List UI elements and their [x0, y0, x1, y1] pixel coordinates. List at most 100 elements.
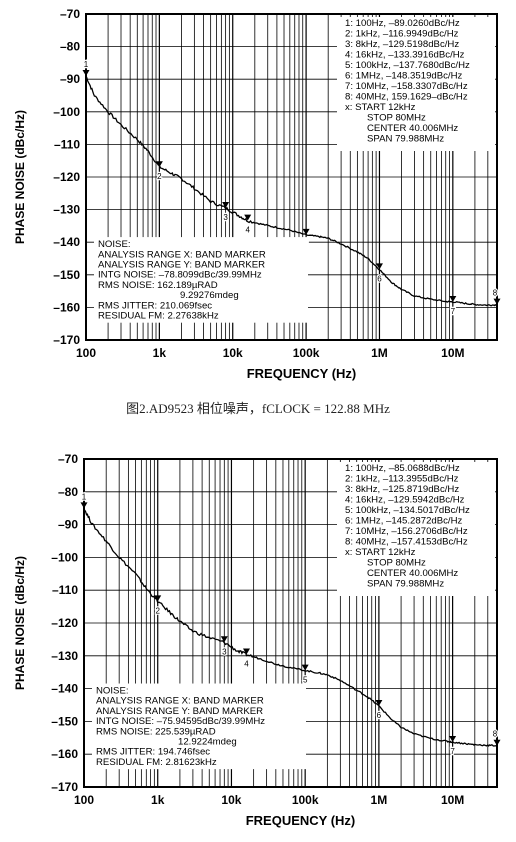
x-tick-label: 1k [153, 346, 167, 360]
marker-table-line: STOP 80MHz [367, 113, 426, 124]
marker-triangle [244, 214, 252, 221]
phase-noise-chart-2: –70 –80 –90 –100 –110 –120 –130 –140 –150 –160 –17… [0, 445, 516, 842]
y-tick-label: –90 [58, 518, 78, 532]
marker-label: 6 [377, 274, 382, 283]
marker-table-line: x: START 12kHz [345, 102, 416, 113]
marker-table-line: SPAN 79.988MHz [367, 134, 444, 145]
marker-triangle [222, 202, 230, 209]
noise-block-line: RMS NOISE: 162.189µRAD [98, 280, 218, 291]
chart-2-svg: –70 –80 –90 –100 –110 –120 –130 –140 –150 –160 –17… [13, 452, 501, 828]
noise-block-line: INTG NOISE: –78.8099dBc/39.99MHz [98, 270, 262, 281]
phase-noise-trace [83, 509, 498, 747]
y-tick-label: –130 [51, 649, 78, 663]
noise-block-line: ANALYSIS RANGE X: BAND MARKER [98, 249, 266, 260]
noise-block-line: RESIDUAL FM: 2.27638kHz [98, 310, 219, 321]
y-tick-label: –120 [51, 616, 78, 630]
marker-table-line: 1: 100Hz, –89.0260dBc/Hz [345, 18, 460, 29]
y-tick-label: –110 [52, 583, 78, 597]
y-tick-label: –90 [60, 72, 80, 86]
marker-table-line: x: START 12kHz [345, 547, 416, 558]
marker-label: 2 [155, 606, 160, 615]
marker-table-line: 5: 100kHz, –134.5017dBc/Hz [345, 505, 470, 516]
noise-block-bg [92, 683, 306, 770]
marker-label: 8 [493, 730, 498, 739]
marker-triangle [301, 664, 309, 671]
marker-triangle [302, 228, 310, 235]
phase-noise-trace [85, 75, 498, 307]
marker-triangle [375, 699, 383, 706]
marker-table-line: 2: 1kHz, –113.3955dBc/Hz [345, 474, 459, 485]
x-tick-label: 100k [293, 346, 320, 360]
noise-block-line: 9.29276mdeg [180, 290, 239, 301]
marker-table-line: 5: 100kHz, –137.7680dBc/Hz [345, 60, 470, 71]
marker-label: 8 [493, 289, 498, 298]
noise-block-line: RESIDUAL FM: 2.81623kHz [96, 757, 217, 768]
phase-noise-chart-1: –70 –80 –90 –100 –110 –120 –130 –140 –150 –160 –17… [0, 0, 516, 390]
y-tick-label: –170 [51, 780, 78, 794]
y-tick-label: –80 [58, 485, 78, 499]
marker-table-line: CENTER 40.006MHz [367, 568, 458, 579]
plot-frame [83, 458, 498, 788]
noise-block-line: ANALYSIS RANGE Y: BAND MARKER [96, 706, 263, 717]
marker-label: 1 [82, 492, 87, 501]
y-tick-label: –160 [53, 300, 80, 314]
y-tick-label: –110 [54, 137, 80, 151]
y-tick-label: –130 [53, 203, 80, 217]
noise-block-line: ANALYSIS RANGE Y: BAND MARKER [98, 259, 265, 270]
figure-caption: 图2.AD9523 相位噪声，fCLOCK = 122.88 MHz [126, 401, 390, 416]
marker-triangle [154, 595, 162, 602]
marker-table-line: 7: 10MHz, –158.3307dBc/Hz [345, 81, 468, 92]
marker-label: 4 [245, 226, 250, 235]
noise-block-line: RMS JITTER: 210.069fsec [98, 300, 212, 311]
y-tick-label: –140 [51, 682, 78, 696]
y-axis-label: PHASE NOISE (dBc/Hz) [13, 110, 27, 244]
x-axis-label: FREQUENCY (Hz) [247, 366, 357, 381]
y-tick-label: –150 [53, 268, 80, 282]
marker-triangle [242, 648, 250, 655]
x-tick-label: 100k [292, 793, 319, 807]
marker-label: 4 [244, 659, 249, 668]
marker-table-line: 8: 40MHz, –157.4153dBc/Hz [345, 537, 468, 548]
marker-table-line: 1: 100Hz, –85.0688dBc/Hz [345, 463, 460, 474]
marker-table-line: 4: 16kHz, –129.5942dBc/Hz [345, 495, 465, 506]
x-tick-label: 100 [74, 793, 94, 807]
marker-table-line: SPAN 79.988MHz [367, 579, 444, 590]
x-tick-label: 1M [371, 346, 388, 360]
marker-label: 7 [450, 747, 455, 756]
y-tick-label: –100 [53, 105, 80, 119]
marker-triangle [82, 70, 90, 77]
plot-frame [85, 13, 498, 341]
marker-label: 6 [377, 711, 382, 720]
noise-block-line: NOISE: [98, 239, 131, 250]
noise-block-bg [94, 237, 308, 323]
marker-table-line: 3: 8kHz, –129.5198dBc/Hz [345, 39, 459, 50]
y-tick-label: –160 [51, 747, 78, 761]
y-tick-label: –170 [53, 333, 80, 347]
marker-triangle [449, 295, 457, 302]
noise-block-line: RMS JITTER: 194.746fsec [96, 747, 210, 758]
marker-label: 2 [157, 172, 162, 181]
noise-block-line: INTG NOISE: –75.94595dBc/39.99MHz [96, 716, 265, 727]
y-tick-label: –80 [60, 40, 80, 54]
x-tick-label: 1M [371, 793, 388, 807]
marker-table-bg [337, 462, 495, 596]
marker-label: 3 [223, 213, 228, 222]
marker-table-line: 2: 1kHz, –116.9949dBc/Hz [345, 29, 459, 40]
marker-triangle [449, 735, 457, 742]
y-tick-label: –100 [51, 550, 78, 564]
y-tick-label: –70 [58, 452, 78, 466]
y-axis-label: PHASE NOISE (dBc/Hz) [13, 556, 27, 690]
marker-table-line: 3: 8kHz, –125.8719dBc/Hz [345, 484, 459, 495]
marker-table-line: CENTER 40.006MHz [367, 123, 458, 134]
marker-label: 3 [222, 647, 227, 656]
noise-block-line: RMS NOISE: 225.539µRAD [96, 726, 216, 737]
x-tick-label: 100 [76, 346, 96, 360]
marker-table-line: 6: 1MHz, –145.2872dBc/Hz [345, 516, 463, 527]
marker-triangle [80, 502, 88, 509]
marker-table-line: 7: 10MHz, –156.2706dBc/Hz [345, 526, 468, 537]
marker-triangle [155, 161, 163, 168]
marker-table-line: 8: 40MHz, 159.1629–dBc/Hz [345, 92, 468, 103]
noise-block-line: ANALYSIS RANGE X: BAND MARKER [96, 696, 264, 707]
marker-table-line: STOP 80MHz [367, 558, 426, 569]
x-tick-label: 10M [441, 793, 464, 807]
